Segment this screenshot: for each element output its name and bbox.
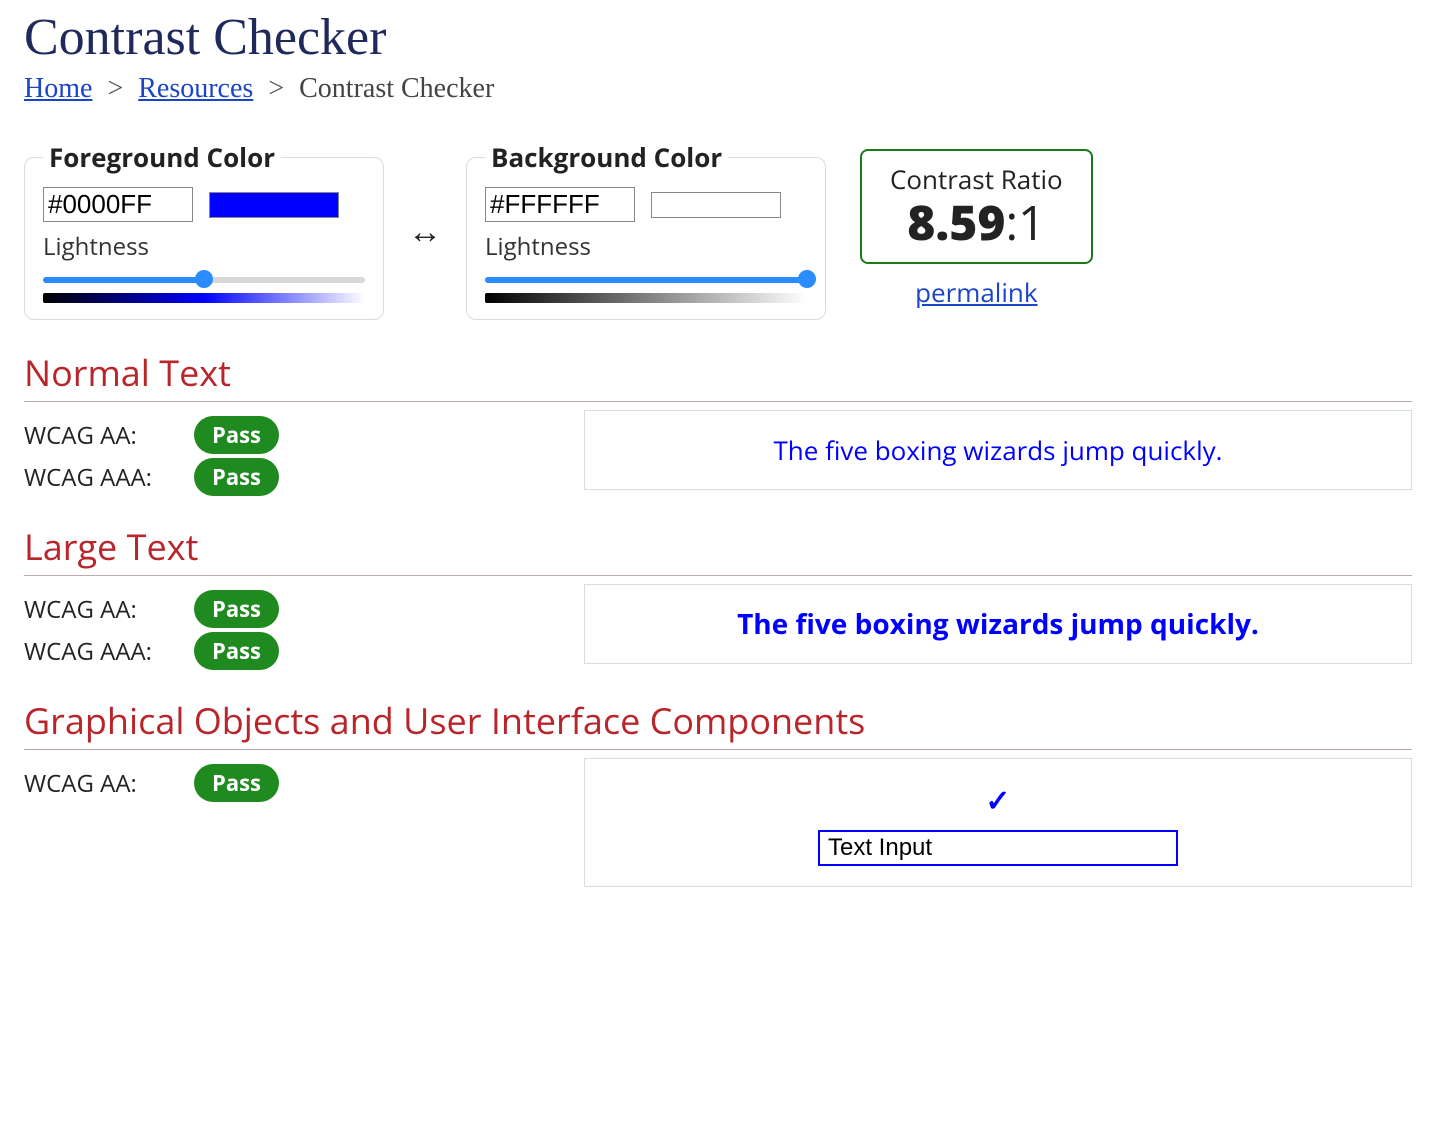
section-title-large: Large Text bbox=[24, 522, 1412, 576]
breadcrumb-home[interactable]: Home bbox=[24, 73, 92, 104]
breadcrumb-sep: > bbox=[107, 73, 123, 104]
normal-aaa-label: WCAG AAA: bbox=[24, 461, 194, 494]
breadcrumb-resources[interactable]: Resources bbox=[138, 73, 253, 104]
section-normal: WCAG AA: Pass WCAG AAA: Pass The five bo… bbox=[24, 404, 1412, 500]
slider-thumb[interactable] bbox=[798, 270, 816, 288]
section-title-normal: Normal Text bbox=[24, 348, 1412, 402]
normal-aa-label: WCAG AA: bbox=[24, 419, 194, 452]
normal-sample-text: The five boxing wizards jump quickly. bbox=[773, 432, 1222, 468]
slider-fill bbox=[43, 277, 204, 283]
breadcrumb: Home > Resources > Contrast Checker bbox=[24, 73, 1412, 105]
background-legend: Background Color bbox=[485, 139, 728, 175]
swap-colors-button[interactable]: ↔ bbox=[408, 207, 442, 253]
foreground-gradient bbox=[43, 293, 365, 303]
section-ui: WCAG AA: Pass ✓ bbox=[24, 752, 1412, 887]
breadcrumb-current: Contrast Checker bbox=[299, 73, 494, 104]
foreground-legend: Foreground Color bbox=[43, 139, 281, 175]
demo-text-input[interactable] bbox=[818, 830, 1178, 866]
large-aa-badge: Pass bbox=[194, 590, 279, 628]
page-title: Contrast Checker bbox=[24, 8, 1412, 67]
breadcrumb-sep: > bbox=[268, 73, 284, 104]
foreground-lightness-label: Lightness bbox=[43, 230, 365, 263]
foreground-hex-input[interactable] bbox=[43, 187, 193, 222]
ratio-value: 8.59:1 bbox=[890, 197, 1063, 250]
background-gradient bbox=[485, 293, 807, 303]
ratio-suffix: :1 bbox=[1005, 190, 1045, 255]
contrast-ratio-box: Contrast Ratio 8.59:1 bbox=[860, 149, 1093, 264]
foreground-swatch[interactable] bbox=[209, 192, 339, 218]
background-lightness-slider[interactable] bbox=[485, 269, 807, 289]
large-sample-text: The five boxing wizards jump quickly. bbox=[737, 605, 1259, 643]
normal-sample-box[interactable]: The five boxing wizards jump quickly. bbox=[584, 410, 1412, 490]
ui-sample-box: ✓ bbox=[584, 758, 1412, 887]
normal-aaa-badge: Pass bbox=[194, 458, 279, 496]
ratio-number: 8.59 bbox=[907, 190, 1005, 255]
background-fieldset: Background Color Lightness bbox=[466, 139, 826, 320]
large-aaa-badge: Pass bbox=[194, 632, 279, 670]
background-swatch[interactable] bbox=[651, 192, 781, 218]
background-hex-input[interactable] bbox=[485, 187, 635, 222]
normal-aa-badge: Pass bbox=[194, 416, 279, 454]
slider-thumb[interactable] bbox=[195, 270, 213, 288]
check-icon: ✓ bbox=[985, 779, 1010, 820]
large-sample-box[interactable]: The five boxing wizards jump quickly. bbox=[584, 584, 1412, 664]
background-lightness-label: Lightness bbox=[485, 230, 807, 263]
section-title-ui: Graphical Objects and User Interface Com… bbox=[24, 696, 1412, 750]
large-aaa-label: WCAG AAA: bbox=[24, 635, 194, 668]
large-aa-label: WCAG AA: bbox=[24, 593, 194, 626]
ui-aa-label: WCAG AA: bbox=[24, 767, 194, 800]
controls-row: Foreground Color Lightness ↔ Background … bbox=[24, 139, 1412, 320]
ratio-column: Contrast Ratio 8.59:1 permalink bbox=[860, 149, 1093, 310]
foreground-fieldset: Foreground Color Lightness bbox=[24, 139, 384, 320]
slider-fill bbox=[485, 277, 807, 283]
permalink-link[interactable]: permalink bbox=[915, 274, 1037, 310]
ui-aa-badge: Pass bbox=[194, 764, 279, 802]
section-large: WCAG AA: Pass WCAG AAA: Pass The five bo… bbox=[24, 578, 1412, 674]
foreground-lightness-slider[interactable] bbox=[43, 269, 365, 289]
